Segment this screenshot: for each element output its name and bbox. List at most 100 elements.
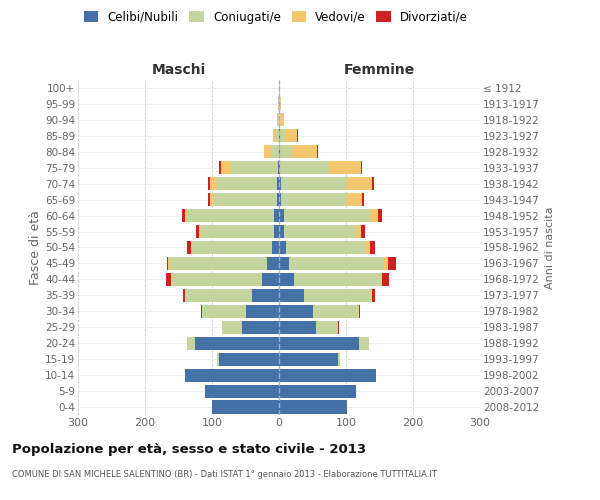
Bar	[185, 289, 252, 302]
Bar	[191, 241, 192, 254]
Bar	[185, 209, 187, 222]
Bar	[378, 209, 382, 222]
Bar	[313, 305, 358, 318]
Bar	[220, 161, 221, 174]
Bar	[274, 209, 279, 222]
Bar	[200, 305, 202, 318]
Bar	[212, 400, 279, 413]
Bar	[279, 273, 294, 286]
Bar	[279, 241, 286, 254]
Bar	[279, 82, 280, 94]
Bar	[279, 209, 284, 222]
Bar	[263, 145, 264, 158]
Bar	[195, 336, 279, 350]
Bar	[200, 225, 274, 238]
Bar	[274, 225, 279, 238]
Bar	[271, 145, 279, 158]
Bar	[361, 161, 362, 174]
Bar	[187, 336, 195, 350]
Bar	[182, 209, 185, 222]
Bar	[347, 177, 372, 190]
Text: Popolazione per età, sesso e stato civile - 2013: Popolazione per età, sesso e stato civil…	[12, 442, 366, 456]
Bar	[196, 225, 199, 238]
Bar	[284, 209, 370, 222]
Text: COMUNE DI SAN MICHELE SALENTINO (BR) - Dati ISTAT 1° gennaio 2013 - Elaborazione: COMUNE DI SAN MICHELE SALENTINO (BR) - D…	[12, 470, 437, 479]
Bar	[245, 305, 279, 318]
Bar	[214, 193, 277, 206]
Bar	[183, 289, 185, 302]
Bar	[279, 368, 376, 382]
Bar	[187, 209, 274, 222]
Bar	[285, 130, 297, 142]
Bar	[280, 98, 281, 110]
Bar	[279, 305, 313, 318]
Bar	[279, 193, 281, 206]
Bar	[279, 161, 280, 174]
Bar	[279, 114, 280, 126]
Bar	[362, 193, 364, 206]
Bar	[217, 352, 218, 366]
Bar	[286, 241, 365, 254]
Bar	[316, 320, 338, 334]
Bar	[284, 225, 356, 238]
Bar	[384, 257, 388, 270]
Bar	[279, 352, 338, 366]
Bar	[277, 177, 279, 190]
Bar	[359, 336, 370, 350]
Bar	[278, 114, 279, 126]
Bar	[372, 177, 374, 190]
Legend: Celibi/Nubili, Coniugati/e, Vedovi/e, Divorziati/e: Celibi/Nubili, Coniugati/e, Vedovi/e, Di…	[79, 6, 473, 28]
Bar	[279, 400, 347, 413]
Bar	[370, 209, 378, 222]
Bar	[317, 145, 318, 158]
Bar	[338, 352, 340, 366]
Bar	[222, 320, 242, 334]
Bar	[279, 257, 289, 270]
Bar	[231, 161, 278, 174]
Bar	[358, 305, 359, 318]
Y-axis label: Anni di nascita: Anni di nascita	[545, 206, 555, 288]
Bar	[264, 145, 271, 158]
Bar	[252, 289, 279, 302]
Bar	[294, 273, 381, 286]
Y-axis label: Fasce di età: Fasce di età	[29, 210, 42, 285]
Bar	[172, 273, 262, 286]
Bar	[171, 273, 172, 286]
Bar	[289, 257, 384, 270]
Bar	[279, 145, 280, 158]
Bar	[280, 130, 285, 142]
Bar	[279, 225, 284, 238]
Bar	[199, 225, 200, 238]
Bar	[278, 98, 279, 110]
Bar	[304, 289, 371, 302]
Bar	[388, 257, 395, 270]
Bar	[281, 193, 347, 206]
Bar	[279, 336, 359, 350]
Bar	[372, 289, 376, 302]
Bar	[267, 257, 279, 270]
Bar	[292, 145, 317, 158]
Bar	[281, 177, 347, 190]
Bar	[371, 289, 372, 302]
Bar	[279, 289, 304, 302]
Bar	[329, 161, 361, 174]
Bar	[202, 305, 245, 318]
Bar	[185, 368, 279, 382]
Bar	[359, 305, 360, 318]
Bar	[279, 384, 356, 398]
Bar	[278, 161, 279, 174]
Bar	[221, 161, 231, 174]
Bar	[208, 177, 210, 190]
Bar	[279, 177, 281, 190]
Bar	[218, 352, 279, 366]
Bar	[297, 130, 298, 142]
Bar	[382, 273, 389, 286]
Bar	[280, 161, 329, 174]
Bar	[356, 225, 361, 238]
Bar	[347, 193, 362, 206]
Bar	[279, 320, 316, 334]
Bar	[279, 130, 280, 142]
Bar	[205, 384, 279, 398]
Bar	[187, 241, 191, 254]
Bar	[242, 320, 279, 334]
